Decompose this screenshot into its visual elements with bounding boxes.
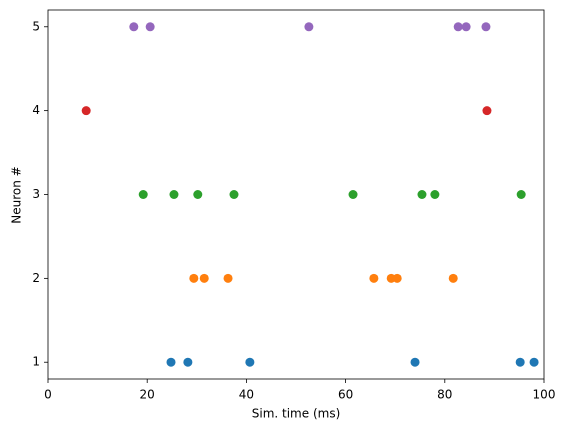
spike-point xyxy=(138,190,148,199)
spike-point xyxy=(166,357,176,367)
spike-point xyxy=(348,190,358,199)
y-axis-label: Neuron # xyxy=(10,166,24,223)
spike-point xyxy=(199,273,209,283)
y-tick-label: 2 xyxy=(32,271,40,285)
y-tick-label: 3 xyxy=(32,187,40,201)
spike-point xyxy=(145,22,155,32)
spike-point xyxy=(81,106,91,116)
spike-point xyxy=(410,357,420,367)
spike-point xyxy=(430,190,440,199)
x-tick-label: 20 xyxy=(140,388,155,402)
x-axis-label: Sim. time (ms) xyxy=(252,407,341,421)
spike-point xyxy=(392,273,402,283)
x-tick-label: 100 xyxy=(533,388,556,402)
spike-point xyxy=(189,273,199,283)
spike-point xyxy=(229,190,239,199)
y-tick-label: 1 xyxy=(32,355,40,369)
spike-point xyxy=(417,190,427,199)
spike-point xyxy=(448,273,458,283)
spike-point xyxy=(481,22,491,32)
x-tick-label: 40 xyxy=(239,388,254,402)
spike-point xyxy=(516,190,526,199)
spike-point xyxy=(304,22,314,32)
spike-point xyxy=(453,22,463,32)
spike-point xyxy=(193,190,203,199)
spike-point xyxy=(461,22,471,32)
spike-point xyxy=(245,357,255,367)
plot-frame xyxy=(47,9,545,380)
spike-point xyxy=(369,273,379,283)
y-tick-label: 4 xyxy=(32,103,40,117)
y-tick-label: 5 xyxy=(32,19,40,33)
spike-point xyxy=(129,22,139,32)
x-tick-label: 60 xyxy=(338,388,353,402)
spike-point xyxy=(529,357,539,367)
x-tick-label: 0 xyxy=(44,388,52,402)
spike-point xyxy=(482,106,492,116)
spike-point xyxy=(515,357,525,367)
spike-point xyxy=(223,273,233,283)
x-tick-label: 80 xyxy=(437,388,452,402)
spike-point xyxy=(183,357,193,367)
spike-point xyxy=(169,190,179,199)
